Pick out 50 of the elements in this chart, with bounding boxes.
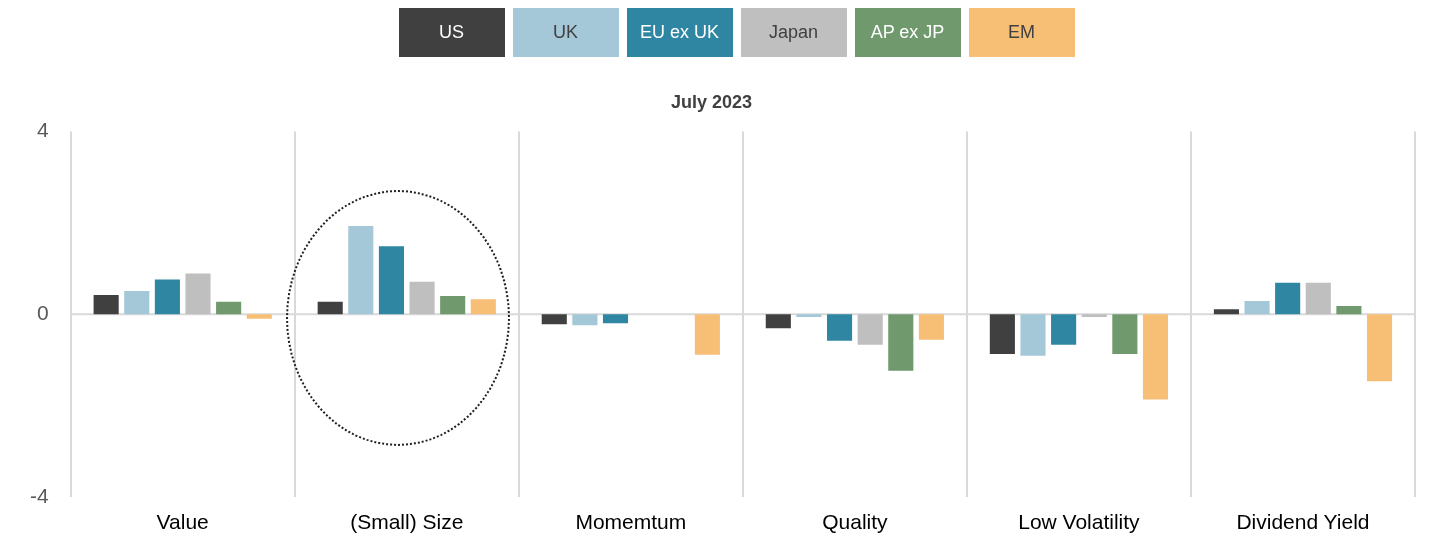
bar (246, 314, 272, 319)
chart-title: July 2023 (670, 91, 753, 112)
bar (1081, 314, 1107, 317)
bar (185, 273, 211, 315)
bar (317, 301, 343, 315)
bar (154, 279, 180, 315)
x-tick-label: Quality (822, 510, 889, 534)
bar (918, 314, 944, 340)
bar (796, 314, 822, 317)
bar (1213, 309, 1239, 315)
bar (1112, 314, 1138, 354)
text: UK (552, 22, 578, 43)
bar (602, 314, 629, 324)
bar (470, 299, 496, 315)
text: US (438, 22, 464, 43)
bar (440, 295, 466, 315)
text: EU ex UK (639, 22, 720, 43)
bar (857, 314, 883, 345)
y-tick-label: -4 (29, 483, 49, 507)
bar (572, 314, 598, 326)
bar (1020, 314, 1046, 356)
bar (694, 314, 720, 355)
text: Japan (768, 22, 819, 43)
y-tick-label: 0 (36, 301, 49, 324)
x-tick-label: Low Volatility (1018, 510, 1141, 534)
bar (1336, 305, 1362, 315)
bar (124, 290, 150, 315)
x-tick-label: Value (156, 510, 209, 534)
bar (888, 314, 914, 371)
x-tick-label: (Small) Size (350, 510, 464, 534)
bar (378, 246, 404, 315)
bar (216, 301, 242, 315)
bar (1366, 314, 1393, 382)
bar (541, 314, 567, 325)
y-tick-label: 4 (36, 118, 49, 142)
bar (1051, 314, 1077, 345)
bar (1275, 282, 1301, 315)
text: EM (1008, 22, 1035, 43)
bar (827, 314, 853, 341)
bar (1142, 314, 1169, 400)
x-tick-label: Momemtum (575, 510, 687, 534)
bar (409, 281, 435, 315)
bar (765, 314, 791, 329)
x-tick-label: Dividend Yield (1236, 510, 1370, 534)
bar (989, 314, 1015, 354)
bar (348, 226, 374, 315)
text: AP ex JP (870, 22, 945, 43)
bar (1244, 300, 1270, 315)
bar (93, 295, 119, 315)
bar (1305, 282, 1331, 315)
